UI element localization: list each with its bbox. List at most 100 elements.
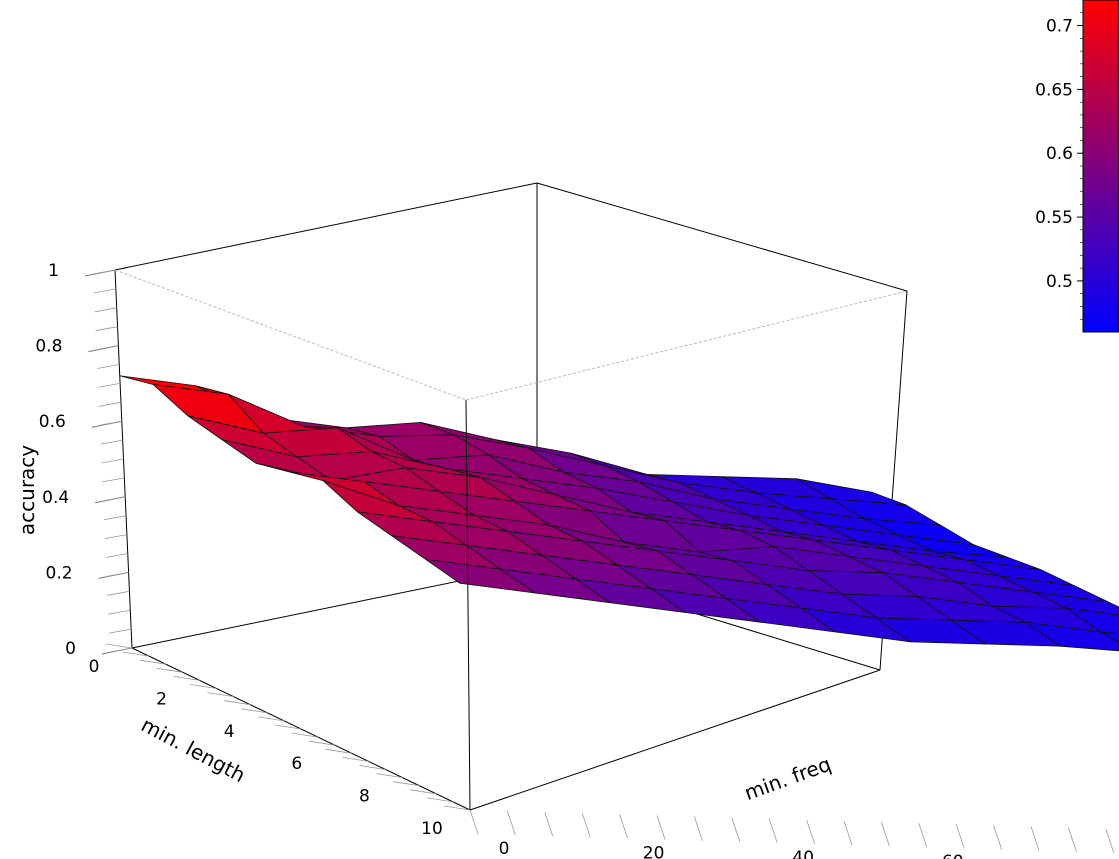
x-minor-tick [955,824,965,849]
y-minor-tick [105,643,133,649]
colorbar-ticks: 0.5 0.55 0.6 0.65 0.7 [1035,12,1083,320]
z-minor-tick [102,477,125,483]
z-minor-tick [101,458,124,464]
z-minor-tick [98,383,121,388]
y-minor-tick [410,789,437,795]
surface-mesh [119,375,1119,652]
y-axis-ticks: 0 2 4 6 8 10 [89,643,471,839]
z-minor-tick [94,307,117,313]
x-tick-label: 20 [643,843,665,859]
y-minor-tick [258,716,285,722]
y-minor-tick [325,748,352,754]
y-tick-label: 6 [291,754,302,774]
y-minor-tick [308,740,335,746]
y-minor-tick [173,676,200,681]
box-edge [465,290,908,401]
x-minor-tick [993,825,1002,850]
colorbar-tick-label: 0.65 [1035,80,1073,100]
z-minor-tick [98,401,122,407]
x-axis-title: min. freq [741,752,834,805]
x-minor-tick [881,821,890,847]
z-tick-label: 0.6 [39,412,66,432]
y-minor-tick [427,797,454,803]
z-axis-ticks: 0 0.2 0.4 0.6 0.8 1 [35,261,133,659]
y-minor-tick [376,773,403,778]
z-tick-label: 0 [65,639,76,659]
z-tick-label: 1 [48,261,59,281]
z-minor-tick [103,515,127,521]
x-minor-tick [806,819,815,845]
surface-patch [1100,631,1119,644]
y-minor-tick [241,708,268,714]
z-minor-tick [96,345,119,350]
x-minor-tick [843,820,853,846]
x-tick-label: 40 [792,848,814,859]
y-minor-tick [274,724,302,730]
z-minor-tick [95,326,118,332]
z-minor-tick [99,420,122,426]
x-minor-tick [544,812,554,837]
box-edge [114,269,467,401]
y-tick-label: 2 [156,689,167,709]
y-minor-tick [393,781,420,787]
x-minor-tick [507,810,516,836]
colorbar-tick-label: 0.7 [1046,17,1073,37]
y-minor-tick [291,732,318,738]
x-minor-tick [694,816,703,841]
z-tick-label: 0.4 [42,488,69,508]
z-minor-tick [104,534,127,539]
y-tick-label: 8 [359,787,370,807]
z-minor-tick [106,572,129,577]
z-minor-tick [109,628,132,634]
surface-patch [1066,608,1119,635]
x-minor-tick [1030,826,1040,851]
x-minor-tick [469,809,479,835]
y-tick-label: 4 [224,722,235,742]
surface-patch [1025,622,1119,652]
colorbar-gradient [1082,0,1119,333]
z-minor-tick [107,590,130,596]
box-edge [469,669,881,811]
y-minor-tick [207,692,234,697]
x-axis-ticks: 020406080100 [469,809,1115,859]
x-minor-tick [1105,828,1115,853]
colorbar: 0.5 0.55 0.6 0.65 0.7 [1035,0,1119,333]
y-minor-tick [443,805,471,811]
y-minor-tick [122,651,149,657]
x-minor-tick [918,823,928,848]
y-minor-tick [224,700,251,706]
z-axis-title: accuracy [15,445,39,535]
x-minor-tick [731,817,741,842]
x-tick-label: 60 [942,852,964,859]
x-minor-tick [619,814,628,839]
z-minor-tick [105,553,128,558]
x-minor-tick [768,818,778,843]
y-minor-tick [156,667,183,673]
z-minor-tick [108,609,131,615]
z-minor-tick [97,364,120,369]
z-tick-label: 0.2 [46,563,73,583]
y-minor-tick [359,765,386,770]
box-edge [114,182,538,271]
z-tick-label: 0.8 [35,337,62,357]
box-edge [465,399,471,811]
z-minor-tick [93,288,116,294]
y-tick-label: 0 [89,657,100,677]
x-tick-label: 80 [1092,857,1114,859]
y-minor-tick [342,757,369,762]
colorbar-tick-label: 0.6 [1046,144,1073,164]
y-minor-tick [139,659,166,665]
z-minor-tick [100,439,123,445]
x-minor-tick [656,815,666,840]
box-edge [536,182,908,292]
z-minor-tick [109,647,133,653]
z-minor-tick [92,269,116,275]
colorbar-tick-label: 0.55 [1035,208,1073,228]
x-minor-tick [1068,827,1077,852]
y-minor-tick [190,684,217,689]
x-tick-label: 0 [499,839,510,859]
x-minor-tick [581,813,591,838]
surface-patch [1033,591,1119,616]
y-tick-label: 10 [421,819,443,839]
